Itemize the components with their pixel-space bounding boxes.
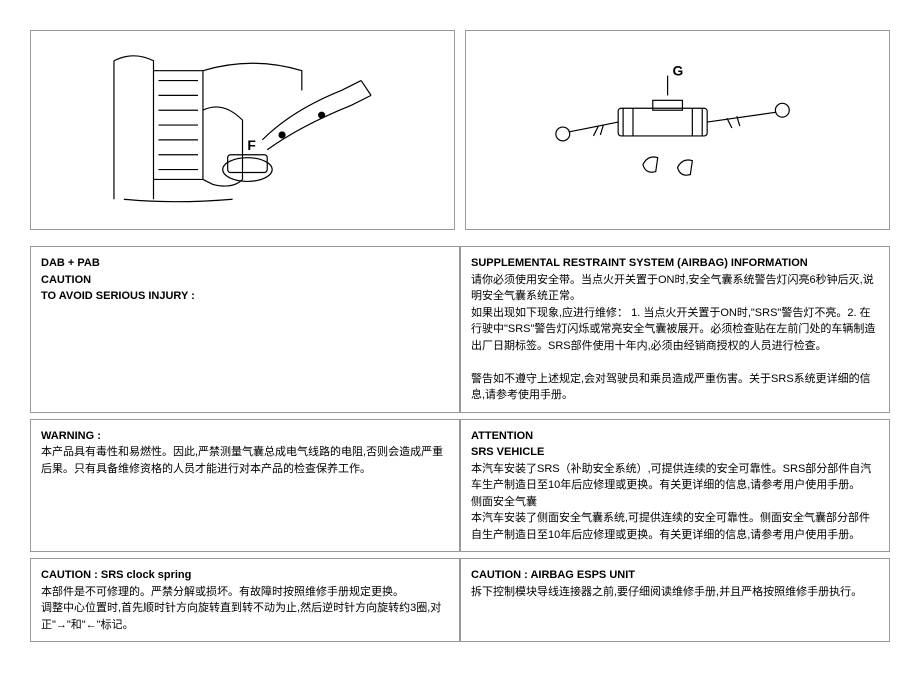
label-f: F bbox=[247, 137, 255, 153]
heading: CAUTION : AIRBAG ESPS UNIT bbox=[471, 567, 879, 584]
cell-dab-pab: DAB + PAB CAUTION TO AVOID SERIOUS INJUR… bbox=[30, 246, 460, 413]
table-row: CAUTION : SRS clock spring 本部件是不可修理的。严禁分… bbox=[30, 558, 890, 642]
body-text: 本汽车安装了SRS（补助安全系统）,可提供连续的安全可靠性。SRS部分部件自汽车… bbox=[471, 461, 879, 544]
body-text: 拆下控制模块导线连接器之前,要仔细阅读维修手册,并且严格按照维修手册执行。 bbox=[471, 584, 879, 601]
cell-warning: WARNING : 本产品具有毒性和易燃性。因此,严禁测量气囊总成电气线路的电阻… bbox=[30, 419, 460, 553]
heading: ATTENTION bbox=[471, 428, 879, 445]
heading: CAUTION : SRS clock spring bbox=[41, 567, 449, 584]
heading: DAB + PAB bbox=[41, 255, 449, 272]
diagram-g: G bbox=[476, 41, 879, 219]
body-text: 请你必须使用安全带。当点火开关置于ON时,安全气囊系统警告灯闪亮6秒钟后灭,说明… bbox=[471, 272, 879, 404]
heading: SRS VEHICLE bbox=[471, 444, 879, 461]
table-row: DAB + PAB CAUTION TO AVOID SERIOUS INJUR… bbox=[30, 246, 890, 413]
image-left: F bbox=[30, 30, 455, 230]
info-table: DAB + PAB CAUTION TO AVOID SERIOUS INJUR… bbox=[30, 240, 890, 648]
heading: SUPPLEMENTAL RESTRAINT SYSTEM (AIRBAG) I… bbox=[471, 255, 879, 272]
cell-attention: ATTENTION SRS VEHICLE 本汽车安装了SRS（补助安全系统）,… bbox=[460, 419, 890, 553]
diagram-f: F bbox=[41, 41, 444, 219]
heading: CAUTION bbox=[41, 272, 449, 289]
label-g: G bbox=[673, 63, 684, 79]
table-row: WARNING : 本产品具有毒性和易燃性。因此,严禁测量气囊总成电气线路的电阻… bbox=[30, 419, 890, 553]
image-right: G bbox=[465, 30, 890, 230]
image-row: F G bbox=[30, 30, 890, 230]
cell-srs-info: SUPPLEMENTAL RESTRAINT SYSTEM (AIRBAG) I… bbox=[460, 246, 890, 413]
body-text: 本产品具有毒性和易燃性。因此,严禁测量气囊总成电气线路的电阻,否则会造成严重后果… bbox=[41, 444, 449, 477]
cell-clock-spring: CAUTION : SRS clock spring 本部件是不可修理的。严禁分… bbox=[30, 558, 460, 642]
body-text: 本部件是不可修理的。严禁分解或损坏。有故障时按照维修手册规定更换。 调整中心位置… bbox=[41, 584, 449, 634]
cell-esps-unit: CAUTION : AIRBAG ESPS UNIT 拆下控制模块导线连接器之前… bbox=[460, 558, 890, 642]
heading: TO AVOID SERIOUS INJURY : bbox=[41, 288, 449, 305]
heading: WARNING : bbox=[41, 428, 449, 445]
